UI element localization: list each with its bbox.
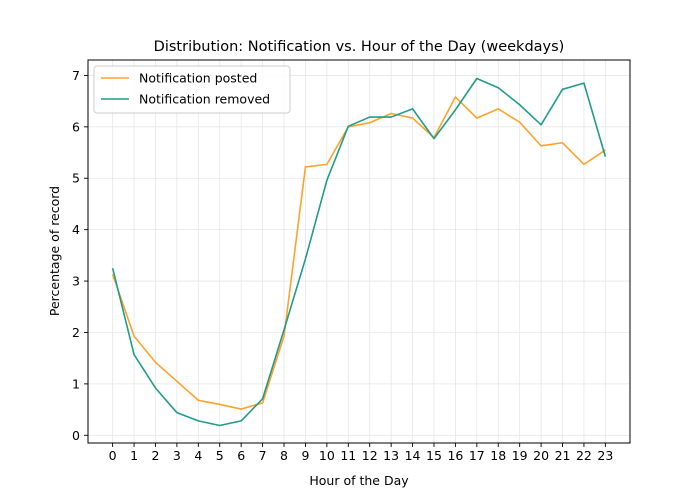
y-tick-label: 6 [72, 119, 80, 134]
x-tick-label: 14 [405, 448, 421, 463]
x-tick-label: 20 [533, 448, 549, 463]
x-tick-label: 9 [301, 448, 309, 463]
x-axis-label: Hour of the Day [309, 473, 409, 488]
y-tick-label: 4 [72, 222, 80, 237]
x-tick-label: 22 [576, 448, 592, 463]
x-tick-label: 5 [216, 448, 224, 463]
y-axis-label: Percentage of record [47, 186, 62, 316]
y-tick-label: 7 [72, 68, 80, 83]
legend-label-notification-removed: Notification removed [139, 92, 270, 107]
plot-area [88, 60, 630, 443]
x-tick-label: 7 [259, 448, 267, 463]
x-tick-label: 4 [194, 448, 202, 463]
x-tick-label: 11 [340, 448, 356, 463]
y-tick-label: 0 [72, 428, 80, 443]
x-tick-label: 3 [173, 448, 181, 463]
x-tick-label: 8 [280, 448, 288, 463]
x-tick-label: 16 [447, 448, 463, 463]
plot-frame [87, 59, 631, 444]
x-tick-label: 13 [383, 448, 399, 463]
x-tick-label: 23 [597, 448, 613, 463]
legend: Notification posted Notification removed [93, 65, 291, 114]
x-tick-label: 0 [109, 448, 117, 463]
x-tick-label: 15 [426, 448, 442, 463]
x-tick-label: 2 [152, 448, 160, 463]
x-tick-label: 6 [237, 448, 245, 463]
series-line-notification-removed [111, 77, 607, 427]
chart-title: Distribution: Notification vs. Hour of t… [154, 39, 565, 55]
y-tick-label: 1 [72, 376, 80, 391]
grid-lines [88, 60, 630, 443]
x-tick-label: 18 [490, 448, 506, 463]
x-tick-label: 19 [512, 448, 528, 463]
series-lines [111, 77, 607, 427]
y-tick-label: 2 [72, 325, 80, 340]
x-tick-label: 1 [130, 448, 138, 463]
legend-frame [93, 65, 291, 114]
series-line-notification-posted [111, 96, 606, 410]
y-tick-label: 5 [72, 171, 80, 186]
x-tick-label: 21 [555, 448, 571, 463]
x-tick-label: 17 [469, 448, 485, 463]
x-tick-label: 10 [319, 448, 335, 463]
y-tick-label: 3 [72, 274, 80, 289]
legend-label-notification-posted: Notification posted [139, 71, 257, 86]
x-tick-label: 12 [362, 448, 378, 463]
axes: 0 1 2 3 4 5 6 7 8 9 10 11 12 13 14 15 16 17 18 19 20 21 22 2301… [72, 59, 631, 463]
